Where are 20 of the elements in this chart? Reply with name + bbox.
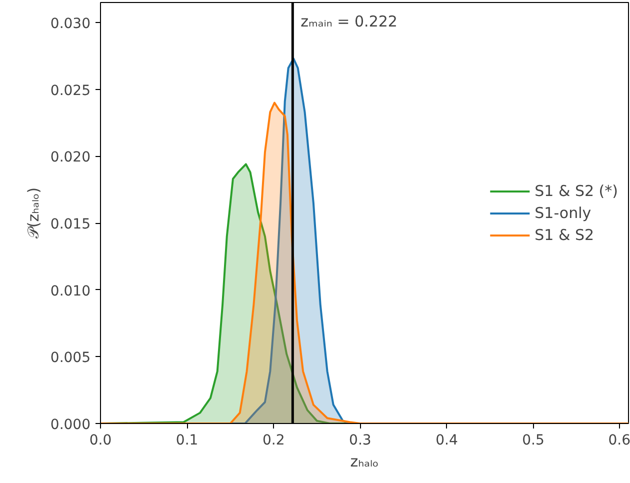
x-tick-label: 0.2 xyxy=(262,432,285,448)
y-tick-label: 0.030 xyxy=(50,16,91,32)
x-tick-label: 0.3 xyxy=(349,432,372,448)
y-tick-label: 0.005 xyxy=(50,350,91,366)
ref-line-label: zₘₐᵢₙ = 0.222 xyxy=(300,12,398,30)
y-tick-label: 0.025 xyxy=(50,82,91,99)
x-tick-label: 0.4 xyxy=(436,432,458,448)
legend-label: S1 & S2 xyxy=(534,226,594,244)
y-axis-title: 𝒫(zₕₐₗₒ) xyxy=(24,187,42,239)
y-tick-label: 0.020 xyxy=(50,150,91,166)
x-tick-label: 0.0 xyxy=(89,432,112,448)
y-tick-label: 0.000 xyxy=(50,417,91,433)
x-tick-label: 0.6 xyxy=(608,432,630,448)
x-axis-title: zₕₐₗₒ xyxy=(350,452,379,470)
legend-label: S1-only xyxy=(534,204,592,222)
y-tick-label: 0.015 xyxy=(50,216,91,233)
x-tick-label: 0.1 xyxy=(176,432,198,448)
legend-label: S1 & S2 (*) xyxy=(534,182,618,200)
y-tick-label: 0.010 xyxy=(50,283,91,300)
x-tick-label: 0.5 xyxy=(522,432,544,448)
